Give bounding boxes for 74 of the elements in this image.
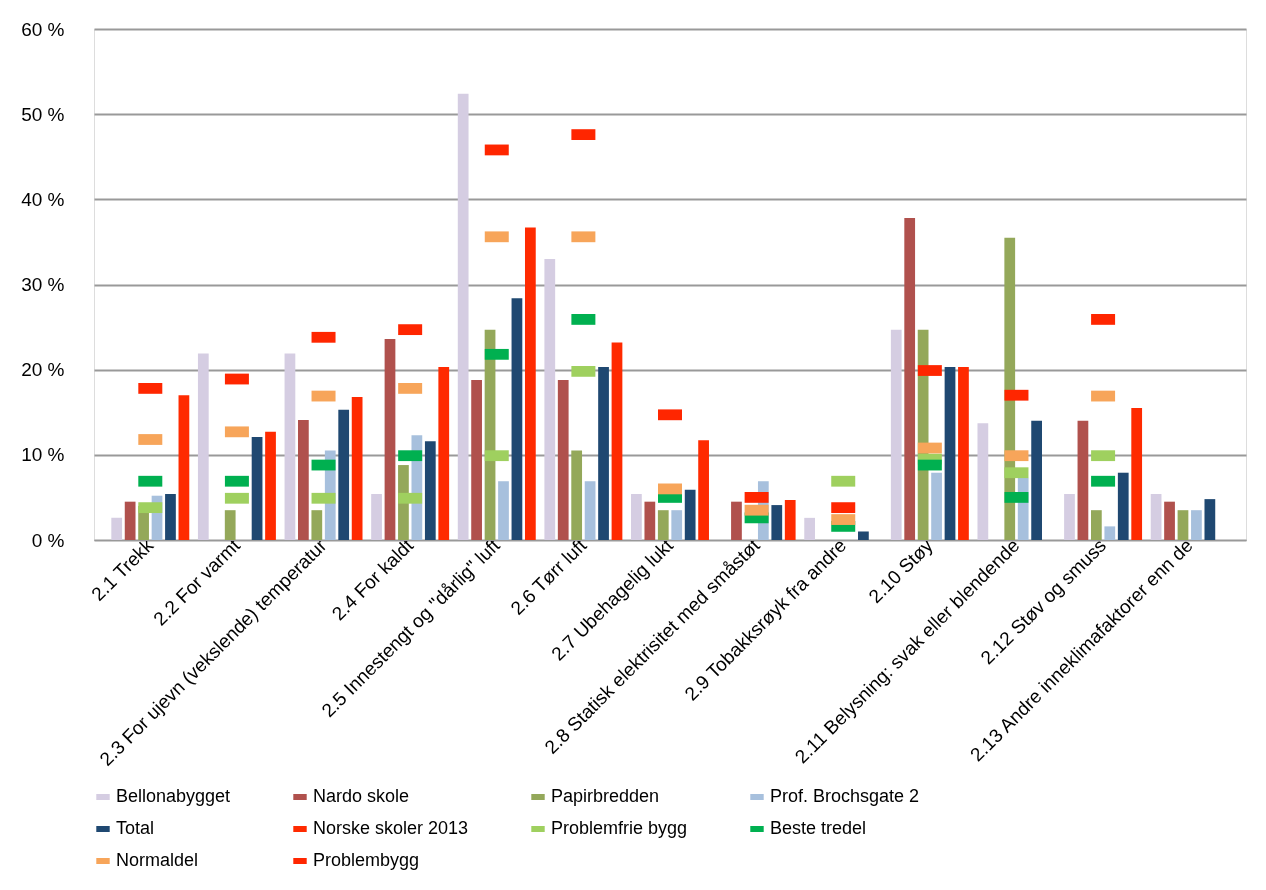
- bar: [284, 353, 296, 540]
- y-tick-label: 20 %: [21, 359, 65, 381]
- bar: [457, 93, 469, 540]
- y-tick-label: 30 %: [21, 274, 65, 295]
- bar: [471, 379, 482, 540]
- bar: [598, 367, 609, 540]
- bar: [1031, 420, 1042, 540]
- bar: [931, 472, 942, 540]
- bar: [1131, 407, 1143, 540]
- bar: [1090, 510, 1102, 540]
- bar: [1191, 510, 1202, 540]
- bar: [224, 510, 236, 540]
- bar: [1177, 510, 1189, 540]
- bar: [384, 339, 396, 540]
- bar: [424, 441, 436, 540]
- legend-label: Papirbredden: [551, 786, 660, 806]
- bar: [111, 517, 123, 540]
- bar: [1064, 494, 1075, 540]
- bar: [1150, 494, 1162, 540]
- bar: [1104, 526, 1116, 540]
- bar: [944, 367, 956, 540]
- bar: [178, 395, 190, 540]
- bar: [858, 531, 869, 540]
- bar: [265, 431, 276, 540]
- bar: [611, 342, 623, 540]
- legend-label: Norske skoler 2013: [313, 818, 469, 838]
- bar: [197, 353, 209, 540]
- y-tick-label: 40 %: [21, 188, 65, 210]
- bar: [1117, 472, 1129, 540]
- legend-label: Problemfrie bygg: [551, 818, 688, 838]
- y-tick-label: 60 %: [21, 18, 65, 40]
- bar: [771, 505, 783, 540]
- legend-label: Problembygg: [313, 850, 420, 870]
- bar: [498, 481, 509, 540]
- bar: [511, 298, 523, 540]
- bar: [124, 501, 136, 540]
- bar: [698, 440, 709, 540]
- legend-label: Prof. Brochsgate 2: [770, 786, 920, 806]
- legend-label: Nardo skole: [313, 786, 410, 806]
- bar: [438, 367, 450, 540]
- bar: [784, 499, 796, 540]
- bar: [1204, 499, 1216, 540]
- y-tick-label: 50 %: [21, 103, 65, 125]
- bar: [544, 258, 556, 540]
- y-tick-label: 10 %: [21, 444, 65, 466]
- bar: [311, 510, 323, 540]
- bar: [338, 409, 350, 540]
- bar: [890, 329, 902, 540]
- bar: [351, 396, 363, 540]
- bar: [804, 517, 816, 540]
- bar: [371, 494, 382, 540]
- bar: [1077, 420, 1089, 540]
- y-tick-label: 0 %: [31, 529, 65, 551]
- bar: [671, 510, 683, 540]
- bar: [684, 489, 696, 540]
- bar: [731, 501, 742, 540]
- bar: [165, 494, 176, 540]
- bar: [657, 510, 669, 540]
- legend-label: Beste tredel: [770, 818, 867, 838]
- bar: [571, 450, 583, 540]
- bar: [1164, 501, 1175, 540]
- bar: [631, 494, 642, 540]
- bar: [977, 423, 989, 540]
- bar: [557, 379, 569, 540]
- legend-label: Total: [116, 818, 155, 838]
- bar: [524, 227, 536, 540]
- bar: [904, 218, 916, 540]
- bar: [584, 481, 596, 540]
- bar: [644, 501, 656, 540]
- legend-label: Bellonabygget: [116, 786, 231, 806]
- bar: [958, 367, 969, 540]
- legend-label: Normaldel: [116, 850, 199, 870]
- bar: [298, 419, 309, 540]
- bar: [251, 436, 263, 540]
